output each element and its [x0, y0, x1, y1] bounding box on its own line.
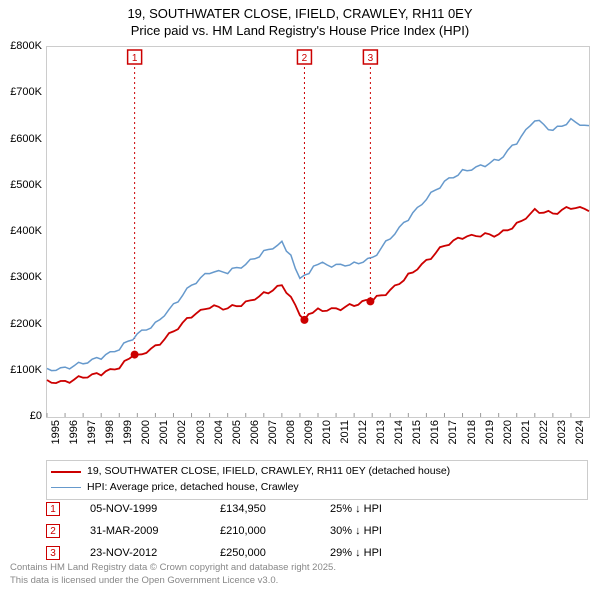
x-tick-label: 2023 [556, 420, 568, 444]
footer-line2: This data is licensed under the Open Gov… [10, 575, 278, 586]
x-axis: 1995 1996 1997 1998 1999 2000 2001 2002 2003 2004… [46, 418, 588, 458]
marker-label: 3 [368, 53, 374, 64]
marker-label: 2 [302, 53, 308, 64]
title-line2: Price paid vs. HM Land Registry's House … [131, 23, 469, 38]
legend-swatch [51, 487, 81, 488]
x-tick-label: 2001 [158, 420, 170, 444]
event-marker: 1 [46, 502, 60, 516]
event-row: 2 31-MAR-2009£210,00030% ↓ HPI [46, 520, 430, 542]
legend-swatch [51, 471, 81, 473]
event-row: 1 05-NOV-1999£134,95025% ↓ HPI [46, 498, 430, 520]
x-tick-label: 1999 [122, 420, 134, 444]
x-tick-label: 2003 [195, 420, 207, 444]
event-diff: 25% ↓ HPI [330, 503, 430, 515]
event-marker: 2 [46, 524, 60, 538]
x-tick-label: 2019 [484, 420, 496, 444]
x-tick-label: 2015 [411, 420, 423, 444]
series-line [47, 207, 589, 383]
marker-dot [131, 351, 139, 359]
footer-line1: Contains HM Land Registry data © Crown c… [10, 562, 336, 573]
x-tick-label: 2009 [303, 420, 315, 444]
y-tick-label: £100K [10, 364, 42, 376]
event-marker: 3 [46, 546, 60, 560]
legend: 19, SOUTHWATER CLOSE, IFIELD, CRAWLEY, R… [46, 460, 588, 500]
x-tick-label: 2007 [267, 420, 279, 444]
x-tick-label: 2016 [429, 420, 441, 444]
x-tick-label: 2002 [176, 420, 188, 444]
y-axis: £0£100K£200K£300K£400K£500K£600K£700K£80… [0, 46, 44, 416]
marker-dot [300, 316, 308, 324]
chart-title: 19, SOUTHWATER CLOSE, IFIELD, CRAWLEY, R… [0, 0, 600, 40]
x-tick-label: 2006 [249, 420, 261, 444]
y-tick-label: £0 [30, 410, 42, 422]
footer: Contains HM Land Registry data © Crown c… [10, 562, 336, 587]
x-tick-label: 2008 [285, 420, 297, 444]
event-date: 31-MAR-2009 [90, 525, 220, 537]
y-tick-label: £700K [10, 86, 42, 98]
event-price: £134,950 [220, 503, 330, 515]
legend-item: 19, SOUTHWATER CLOSE, IFIELD, CRAWLEY, R… [51, 464, 583, 480]
x-tick-label: 1995 [50, 420, 62, 444]
x-tick-label: 1997 [86, 420, 98, 444]
x-tick-label: 1998 [104, 420, 116, 444]
y-tick-label: £300K [10, 271, 42, 283]
marker-label: 1 [132, 53, 138, 64]
plot-area: 1 2 3 [46, 46, 590, 418]
legend-label: HPI: Average price, detached house, Craw… [87, 480, 299, 496]
x-tick-label: 2017 [447, 420, 459, 444]
event-price: £210,000 [220, 525, 330, 537]
x-tick-label: 2011 [339, 420, 351, 444]
y-tick-label: £500K [10, 179, 42, 191]
x-tick-label: 2018 [466, 420, 478, 444]
event-date: 23-NOV-2012 [90, 547, 220, 559]
event-diff: 29% ↓ HPI [330, 547, 430, 559]
legend-label: 19, SOUTHWATER CLOSE, IFIELD, CRAWLEY, R… [87, 464, 450, 480]
event-price: £250,000 [220, 547, 330, 559]
y-tick-label: £200K [10, 318, 42, 330]
x-tick-label: 2010 [321, 420, 333, 444]
event-date: 05-NOV-1999 [90, 503, 220, 515]
y-tick-label: £400K [10, 225, 42, 237]
event-row: 3 23-NOV-2012£250,00029% ↓ HPI [46, 542, 430, 564]
x-tick-label: 2021 [520, 420, 532, 444]
x-tick-label: 2000 [140, 420, 152, 444]
chart-svg: 1 2 3 [47, 47, 589, 417]
y-tick-label: £600K [10, 133, 42, 145]
x-tick-label: 2014 [393, 420, 405, 444]
event-table: 1 05-NOV-1999£134,95025% ↓ HPI 2 31-MAR-200… [46, 498, 430, 564]
x-tick-label: 2020 [502, 420, 514, 444]
x-tick-label: 2013 [375, 420, 387, 444]
y-tick-label: £800K [10, 40, 42, 52]
series-line [47, 119, 589, 371]
x-tick-label: 2012 [357, 420, 369, 444]
chart-container: 19, SOUTHWATER CLOSE, IFIELD, CRAWLEY, R… [0, 0, 600, 590]
legend-item: HPI: Average price, detached house, Craw… [51, 480, 583, 496]
x-tick-label: 2005 [231, 420, 243, 444]
x-tick-label: 2004 [213, 420, 225, 444]
event-diff: 30% ↓ HPI [330, 525, 430, 537]
x-tick-label: 2024 [574, 420, 586, 444]
title-line1: 19, SOUTHWATER CLOSE, IFIELD, CRAWLEY, R… [127, 6, 472, 21]
marker-dot [366, 297, 374, 305]
x-tick-label: 1996 [68, 420, 80, 444]
x-tick-label: 2022 [538, 420, 550, 444]
